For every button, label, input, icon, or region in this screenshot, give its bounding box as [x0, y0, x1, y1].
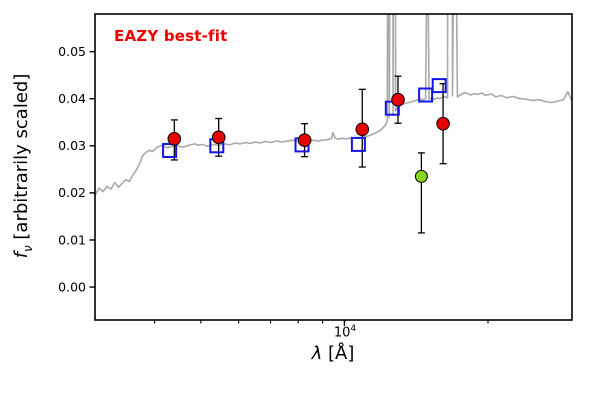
xtick-exponent: 4: [350, 324, 357, 334]
plot-annotation-text: EAZY best-fit: [114, 27, 228, 45]
axis-ticks: [89, 50, 489, 326]
plot-annotation: EAZY best-fit: [114, 27, 228, 45]
flux-subscript: ν: [20, 245, 35, 253]
ytick-label: 0.04: [58, 91, 86, 106]
y-axis-unit: [arbitrarily scaled]: [11, 73, 33, 246]
model-photometry-squares: [162, 78, 447, 158]
y-axis-label: fν [arbitrarily scaled]: [11, 74, 35, 259]
model-photometry-marker: [431, 78, 447, 94]
error-bars: [170, 75, 447, 234]
observed-photometry-marker: [297, 133, 312, 147]
ytick-label: 0.03: [58, 138, 86, 153]
observed-photometry-marker: [167, 132, 182, 146]
observed-photometry-marker: [355, 122, 370, 137]
observed-photometry-marker: [391, 92, 405, 107]
xtick-major-label: 104: [334, 324, 356, 340]
ytick-label: 0.01: [58, 232, 86, 247]
ytick-label: 0.05: [58, 44, 86, 59]
model-photometry-marker: [162, 143, 178, 158]
flagged-photometry-marker: [414, 169, 428, 183]
ytick-label: 0.00: [58, 279, 86, 294]
ytick-label: 0.02: [58, 185, 86, 200]
observed-photometry-marker: [436, 116, 450, 131]
x-axis-unit: [Å]: [322, 343, 355, 364]
x-axis-label: λ [Å]: [312, 343, 355, 364]
model-photometry-marker: [418, 87, 434, 103]
axes-frame: [94, 13, 573, 321]
flux-symbol: f: [11, 252, 33, 259]
observed-photometry-circles: [167, 92, 450, 147]
model-photometry-marker: [350, 136, 366, 152]
observed-photometry-marker: [211, 130, 226, 145]
xtick-base: 10: [333, 325, 351, 341]
lambda-symbol: λ: [311, 343, 323, 364]
